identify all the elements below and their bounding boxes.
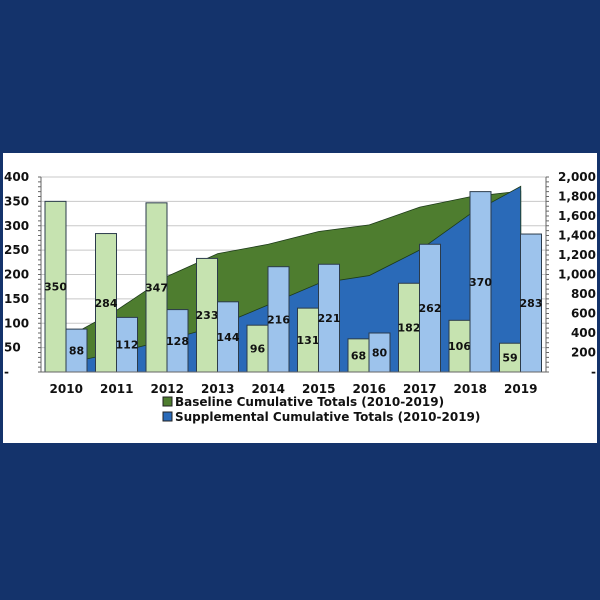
y-tick-label: 50 [4,341,21,355]
bar-label: 283 [520,297,543,310]
bar-label: 221 [318,312,341,325]
bar-label: 370 [469,276,492,289]
x-tick-label: 2014 [252,382,285,396]
y2-tick-label: 1,800 [558,190,596,204]
bar-label: 80 [372,347,388,360]
y-tick-label: 150 [4,292,29,306]
bar-label: 106 [448,340,471,353]
x-tick-label: 2013 [201,382,234,396]
bar-label: 59 [502,352,517,365]
x-tick-label: 2017 [403,382,436,396]
y-tick-label: 300 [4,219,29,233]
legend-swatch [162,411,173,422]
y2-tick-label: 200 [571,346,596,360]
y-tick-label: 100 [4,316,29,330]
bar-label: 112 [116,339,139,352]
y-tick-label: - [4,365,9,379]
x-tick-label: 2015 [302,382,335,396]
y2-tick-label: 1,000 [558,268,596,282]
bar-label: 131 [297,334,320,347]
x-tick-label: 2012 [151,382,184,396]
y-tick-label: 350 [4,194,29,208]
x-tick-label: 2018 [454,382,487,396]
y2-tick-label: 400 [571,326,596,340]
x-tick-label: 2019 [504,382,537,396]
bar-label: 262 [419,302,442,315]
bar-label: 233 [196,309,219,322]
x-tick-label: 2016 [353,382,386,396]
y2-tick-label: - [591,365,596,379]
bar-label: 144 [217,331,240,344]
x-tick-label: 2010 [50,382,83,396]
bar-label: 128 [166,335,189,348]
y2-tick-label: 600 [571,307,596,321]
bar-label: 216 [267,313,290,326]
bar-label: 284 [95,297,118,310]
bar-label: 347 [145,281,168,294]
bar-label: 68 [351,349,366,362]
bar-label: 350 [44,281,67,294]
legend-label: Baseline Cumulative Totals (2010-2019) [175,395,444,409]
y2-tick-label: 800 [571,287,596,301]
y2-tick-label: 1,200 [558,248,596,262]
y-tick-label: 250 [4,243,29,257]
y2-tick-label: 1,400 [558,229,596,243]
bar-label: 96 [250,343,266,356]
bar-label: 182 [398,322,421,335]
y-tick-label: 200 [4,268,29,282]
bar-label: 88 [69,345,84,358]
y-tick-label: 400 [4,170,29,184]
legend-label: Supplemental Cumulative Totals (2010-201… [175,410,480,424]
x-tick-label: 2011 [100,382,133,396]
y2-tick-label: 1,600 [558,209,596,223]
y2-tick-label: 2,000 [558,170,596,184]
legend-swatch [162,396,173,407]
